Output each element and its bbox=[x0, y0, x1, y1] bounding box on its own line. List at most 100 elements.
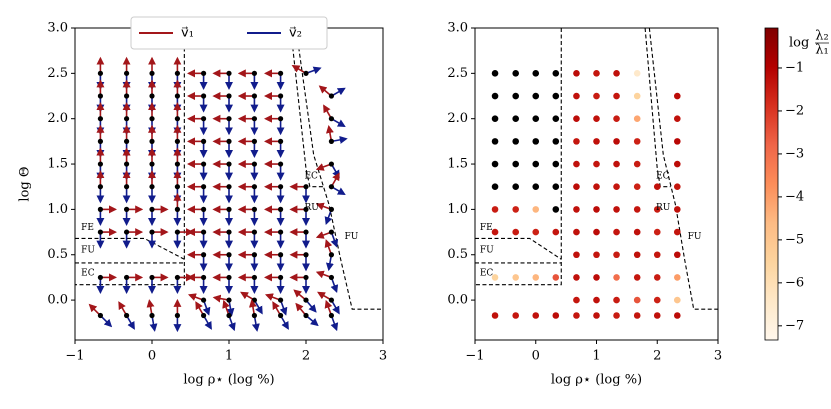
grid-point bbox=[226, 116, 232, 122]
region-boundary bbox=[75, 28, 185, 286]
grid-point bbox=[552, 138, 560, 145]
grid-point bbox=[573, 70, 580, 77]
grid-point bbox=[491, 92, 499, 100]
y-tick-label: 0.0 bbox=[47, 293, 68, 308]
region-boundary bbox=[644, 27, 671, 188]
grid-point bbox=[653, 206, 661, 213]
grid-point bbox=[149, 184, 155, 190]
grid-point bbox=[123, 206, 130, 212]
region-label: EC bbox=[656, 171, 670, 181]
grid-point bbox=[277, 70, 284, 76]
region-boundary bbox=[475, 237, 562, 260]
grid-point bbox=[633, 296, 641, 304]
grid-point bbox=[633, 160, 641, 168]
grid-point bbox=[277, 138, 284, 144]
grid-point bbox=[149, 274, 155, 281]
grid-point bbox=[149, 93, 155, 99]
grid-point bbox=[174, 138, 181, 144]
region-label: RU bbox=[656, 203, 671, 213]
grid-point bbox=[174, 184, 181, 190]
grid-point bbox=[303, 70, 309, 76]
region-boundary bbox=[290, 27, 323, 188]
grid-point bbox=[226, 252, 232, 258]
region-boundary bbox=[295, 27, 383, 310]
grid-point bbox=[673, 160, 681, 168]
grid-point bbox=[633, 70, 641, 77]
region-boundary bbox=[475, 28, 562, 286]
grid-point bbox=[633, 183, 641, 191]
grid-point bbox=[149, 138, 155, 144]
grid-point bbox=[174, 229, 181, 235]
grid-point bbox=[97, 116, 104, 122]
y-tick-label: 1.0 bbox=[447, 202, 468, 217]
grid-point bbox=[491, 183, 499, 191]
grid-point bbox=[200, 70, 207, 76]
grid-point bbox=[593, 206, 600, 213]
grid-point bbox=[97, 93, 104, 99]
x-axis-label: log ρ⋆ (log %) bbox=[183, 373, 274, 388]
y-tick-label: 2.0 bbox=[47, 111, 68, 126]
x-tick-label: 2 bbox=[653, 349, 661, 364]
grid-point bbox=[593, 115, 600, 122]
grid-point bbox=[532, 274, 540, 281]
grid-point bbox=[491, 274, 499, 281]
grid-point bbox=[251, 116, 258, 122]
x-tick-label: 0 bbox=[532, 349, 540, 364]
grid-point bbox=[303, 297, 309, 303]
grid-point bbox=[174, 70, 181, 76]
grid-point bbox=[97, 161, 104, 167]
legend-label: v⃗₂ bbox=[289, 26, 302, 41]
grid-point bbox=[653, 296, 661, 304]
colorbar-tick-label: −6 bbox=[785, 275, 804, 290]
grid-point bbox=[200, 116, 207, 122]
x-tick-label: 1 bbox=[592, 349, 600, 364]
grid-point bbox=[593, 160, 600, 168]
grid-point bbox=[277, 229, 284, 235]
grid-point bbox=[277, 312, 284, 319]
grid-point bbox=[97, 229, 104, 235]
grid-point bbox=[328, 184, 335, 190]
grid-point bbox=[251, 161, 258, 167]
grid-point bbox=[226, 274, 232, 281]
grid-point bbox=[552, 70, 560, 77]
legend-label: v⃗₁ bbox=[181, 26, 194, 41]
grid-point bbox=[303, 184, 309, 190]
grid-point bbox=[633, 206, 641, 213]
grid-point bbox=[552, 312, 560, 319]
grid-point bbox=[277, 161, 284, 167]
grid-point bbox=[633, 251, 641, 259]
grid-point bbox=[512, 312, 520, 319]
grid-point bbox=[532, 92, 540, 100]
panel: −1 0 1 2 3 0.0 0.5 1.0 1.5 2.0 2.5 3.0 log ρ⋆ (log %… bbox=[447, 21, 722, 388]
region-label: FE bbox=[81, 223, 94, 233]
region-label: FU bbox=[345, 232, 359, 242]
grid-point bbox=[491, 228, 499, 236]
y-tick-label: 2.0 bbox=[447, 111, 468, 126]
grid-point bbox=[613, 160, 620, 168]
grid-point bbox=[200, 274, 207, 281]
grid-point bbox=[673, 251, 681, 259]
colorbar-tick-label: −5 bbox=[785, 232, 804, 247]
grid-point bbox=[200, 252, 207, 258]
grid-point bbox=[593, 70, 600, 77]
grid-point bbox=[552, 160, 560, 168]
grid-point bbox=[200, 184, 207, 190]
grid-point bbox=[328, 297, 335, 303]
x-tick-label: 3 bbox=[714, 349, 722, 364]
grid-point bbox=[532, 70, 540, 77]
grid-point bbox=[633, 312, 641, 319]
grid-point bbox=[226, 138, 232, 144]
grid-point bbox=[653, 228, 661, 236]
grid-point bbox=[613, 228, 620, 236]
grid-point bbox=[328, 161, 335, 167]
grid-point bbox=[512, 160, 520, 168]
grid-point bbox=[512, 115, 520, 122]
grid-point bbox=[149, 161, 155, 167]
grid-point bbox=[613, 312, 620, 319]
y-tick-label: 1.0 bbox=[47, 202, 68, 217]
grid-point bbox=[673, 228, 681, 236]
grid-point bbox=[277, 274, 284, 281]
grid-point bbox=[251, 252, 258, 258]
grid-point bbox=[491, 160, 499, 168]
grid-point bbox=[277, 93, 284, 99]
